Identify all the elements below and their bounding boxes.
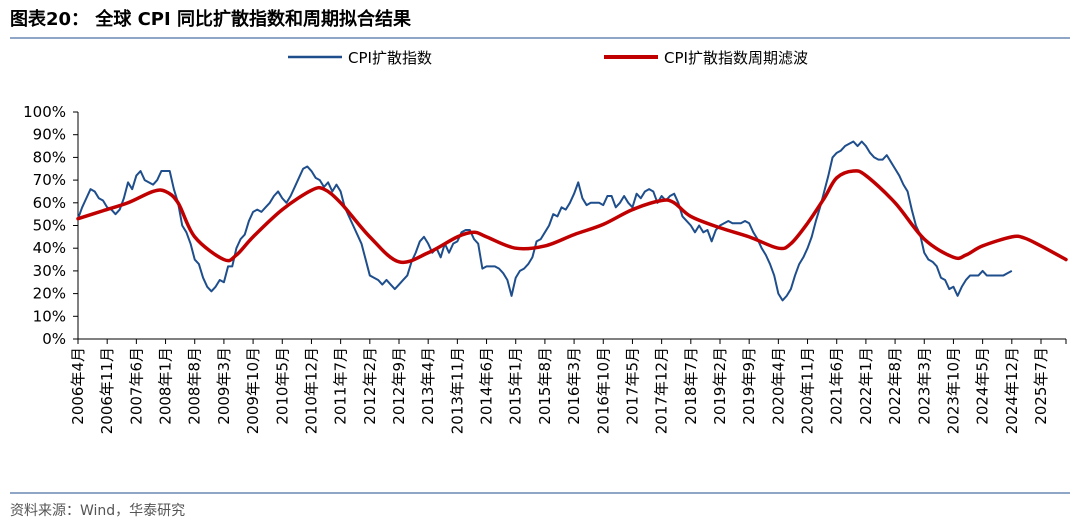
series-line-cpi-diffusion [77, 140, 1013, 302]
legend: CPI扩散指数 CPI扩散指数周期滤波 [288, 49, 808, 67]
x-tick-label: 2022年1月 [857, 347, 875, 425]
y-tick-label: 30% [33, 262, 66, 280]
x-tick-label: 2013年11月 [448, 347, 466, 434]
series-line-cpi-cycle-filter [76, 169, 1068, 265]
x-tick-label: 2009年10月 [244, 347, 262, 434]
y-tick-label: 70% [33, 171, 66, 189]
x-tick-label: 2010年12月 [302, 347, 320, 434]
x-tick-label: 2011年7月 [332, 347, 350, 425]
x-tick-label: 2021年6月 [828, 347, 846, 425]
x-tick-label: 2025年7月 [1032, 347, 1050, 425]
x-axis: 2006年4月 2006年11月 2007年6月 2008年1月 2008年8月 2009… [69, 338, 1067, 434]
series-layer [76, 140, 1068, 302]
x-tick-label: 2017年5月 [623, 347, 641, 425]
x-tick-label: 2017年12月 [653, 347, 671, 434]
y-tick-label: 60% [33, 194, 66, 212]
x-tick-label: 2023年3月 [915, 347, 933, 425]
x-tick-label: 2015年8月 [536, 347, 554, 425]
y-tick-label: 40% [33, 239, 66, 257]
x-tick-label: 2022年8月 [886, 347, 904, 425]
y-tick-label: 90% [33, 126, 66, 144]
x-tick-label: 2018年7月 [682, 347, 700, 425]
x-tick-label: 2019年2月 [711, 347, 729, 425]
legend-label-raw: CPI扩散指数 [348, 49, 432, 67]
y-axis: 0% 10% 20% 30% 40% 50% 60% 70% 80% 90% 100% [23, 103, 79, 348]
y-tick-label: 100% [23, 103, 66, 121]
x-tick-label: 2020年4月 [769, 347, 787, 425]
legend-label-filtered: CPI扩散指数周期滤波 [664, 49, 808, 67]
y-tick-label: 0% [42, 330, 66, 348]
x-tick-label: 2010年5月 [273, 347, 291, 425]
x-tick-label: 2016年3月 [565, 347, 583, 425]
x-tick-label: 2016年10月 [594, 347, 612, 434]
x-tick-label: 2014年6月 [478, 347, 496, 425]
y-tick-label: 80% [33, 148, 66, 166]
x-tick-label: 2023年10月 [944, 347, 962, 434]
y-tick-label: 10% [33, 307, 66, 325]
x-tick-label: 2015年1月 [507, 347, 525, 425]
x-tick-label: 2008年1月 [157, 347, 175, 425]
x-tick-label: 2012年9月 [390, 347, 408, 425]
x-tick-label: 2024年5月 [974, 347, 992, 425]
x-tick-label: 2009年3月 [215, 347, 233, 425]
x-tick-label: 2007年6月 [127, 347, 145, 425]
figure-source: 资料来源：Wind，华泰研究 [10, 503, 185, 519]
x-tick-label: 2006年4月 [69, 347, 87, 425]
figure-title: 图表20： 全球 CPI 同比扩散指数和周期拟合结果 [10, 8, 412, 30]
y-tick-label: 20% [33, 285, 66, 303]
x-tick-label: 2006年11月 [98, 347, 116, 434]
x-tick-label: 2024年12月 [1003, 347, 1021, 434]
x-tick-label: 2013年4月 [419, 347, 437, 425]
x-tick-label: 2012年2月 [361, 347, 379, 425]
x-tick-label: 2020年11月 [799, 347, 817, 434]
x-tick-label: 2008年8月 [186, 347, 204, 425]
x-tick-label: 2019年9月 [740, 347, 758, 425]
y-tick-label: 50% [33, 217, 66, 235]
